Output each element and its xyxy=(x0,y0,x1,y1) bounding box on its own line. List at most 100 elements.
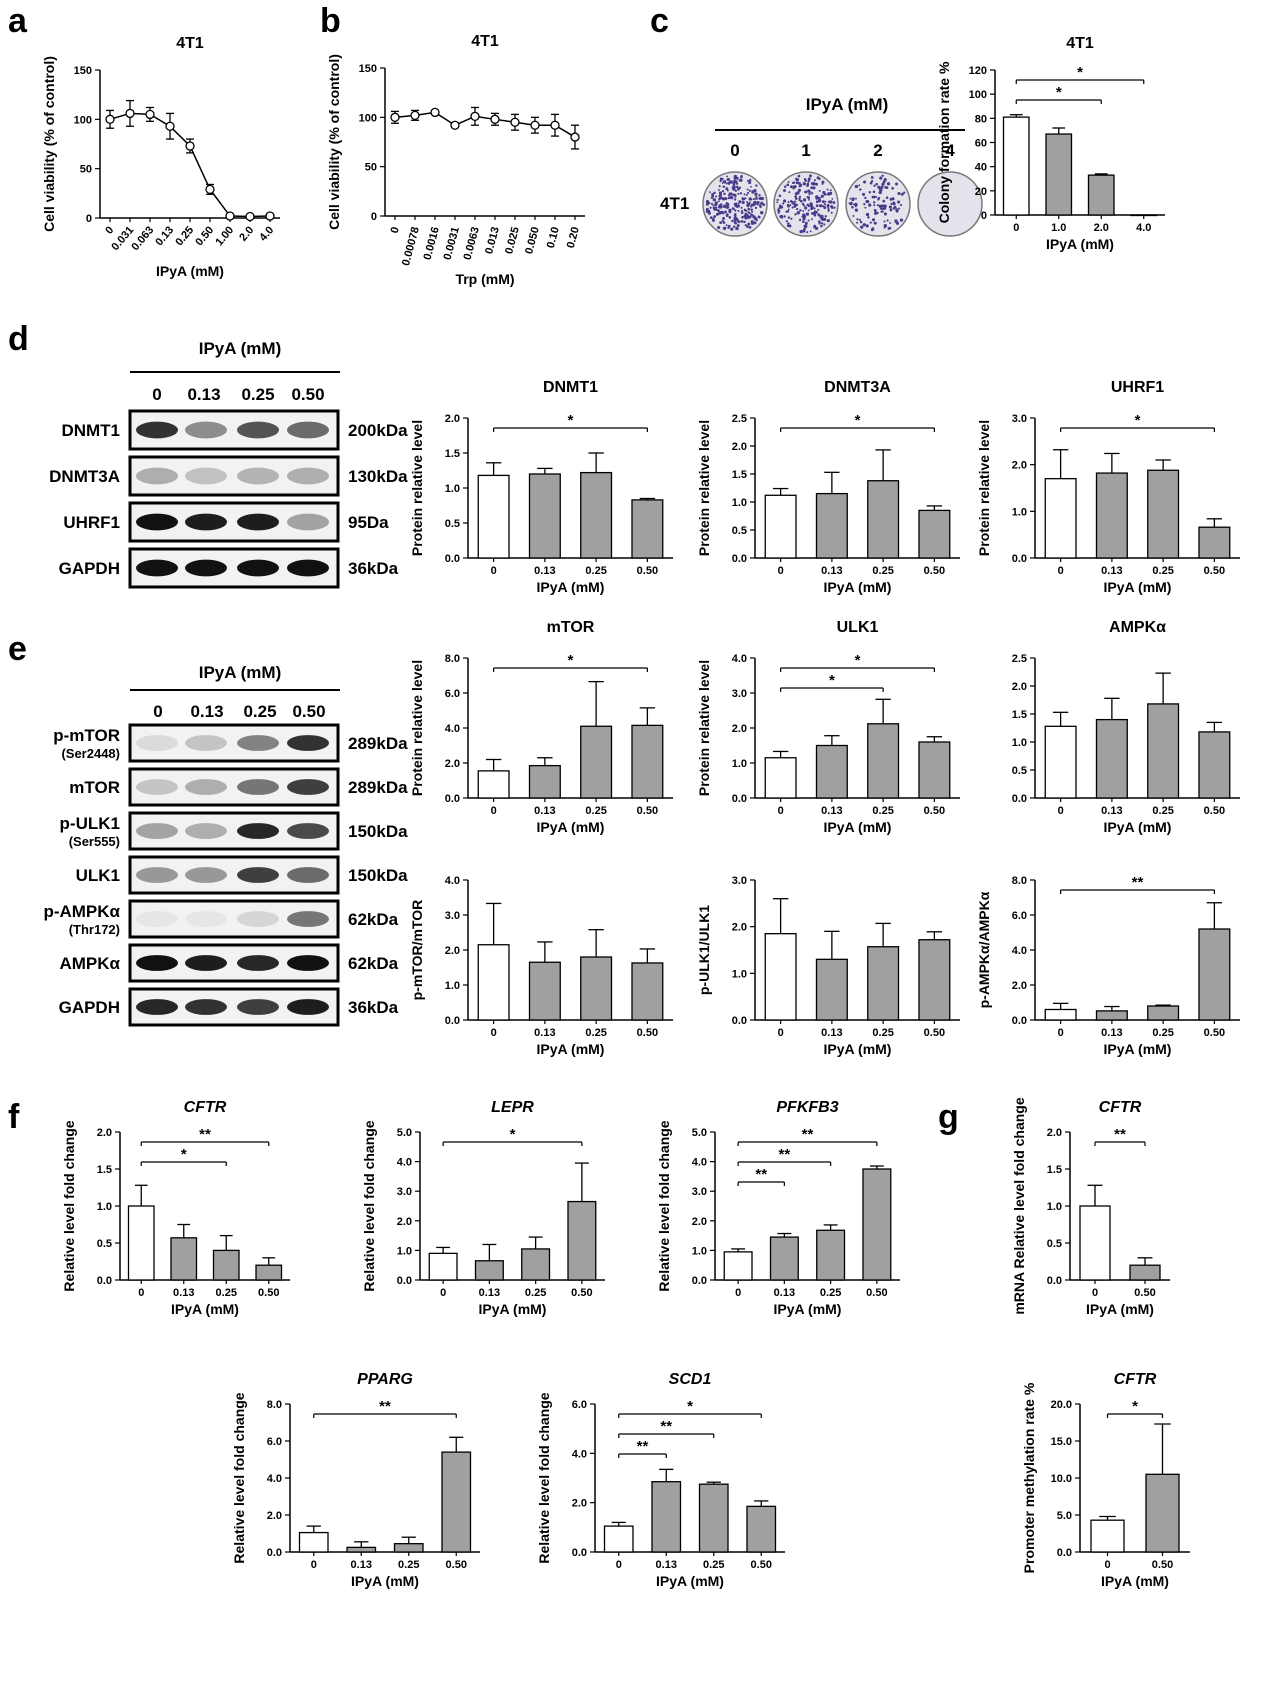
colony-dot xyxy=(851,206,854,209)
bar xyxy=(815,958,848,1021)
colony-dot xyxy=(727,194,730,197)
colony-dot xyxy=(799,199,803,203)
y-axis-label: p-AMPKα/AMPKα xyxy=(976,891,992,1008)
significance-label: ** xyxy=(379,1398,391,1415)
blot-row: ULK1 150kDa xyxy=(76,855,408,895)
x-tick-label: 0 xyxy=(138,1287,144,1299)
y-tick-label: 0.0 xyxy=(1047,1275,1062,1287)
colony-dot xyxy=(736,224,740,227)
y-tick-label: 2.0 xyxy=(445,945,460,957)
colony-dot xyxy=(807,205,810,208)
colony-dot xyxy=(786,183,790,187)
x-axis-label: IPyA (mM) xyxy=(774,1301,842,1317)
chart-f2: 0.0 1.0 2.0 3.0 4.0 5.0 0 0.13 0.25 0.50 * LEPR IPyA… xyxy=(361,1099,605,1317)
y-axis-label: p-ULK1/ULK1 xyxy=(696,905,712,995)
colony-dot xyxy=(745,194,748,196)
blot-band xyxy=(136,867,178,883)
colony-dot xyxy=(872,195,876,199)
colony-dot xyxy=(746,179,749,182)
y-tick-label: 1.5 xyxy=(445,448,460,460)
colony-dot xyxy=(725,205,730,209)
y-tick-label: 0.0 xyxy=(97,1275,112,1287)
colony-dot xyxy=(880,210,883,213)
colony-dot xyxy=(790,217,793,220)
colony-dot xyxy=(727,181,731,185)
colony-dot xyxy=(818,220,821,223)
colony-dot xyxy=(705,207,709,211)
y-axis-label: mRNA Relative level fold change xyxy=(1011,1097,1027,1315)
colony-dot xyxy=(879,176,883,180)
significance-label: * xyxy=(568,412,574,429)
x-tick-label: 0.25 xyxy=(1152,805,1173,817)
y-tick-label: 2.0 xyxy=(572,1498,587,1510)
blot-row: GAPDH 36kDa xyxy=(59,547,399,589)
colony-dot xyxy=(829,189,832,192)
blot-d-dose-1: 0.13 xyxy=(187,385,220,404)
x-tick-label: 0.13 xyxy=(774,1287,795,1299)
blot-protein-label: p-AMPKα xyxy=(43,902,120,921)
colony-dot xyxy=(719,196,722,199)
colony-dot xyxy=(778,204,782,207)
significance-label: * xyxy=(687,1398,693,1415)
colony-dot xyxy=(856,218,859,221)
colony-dot xyxy=(887,226,891,230)
bar xyxy=(1095,1010,1128,1021)
x-tick-label: 0.25 xyxy=(872,1027,893,1039)
significance-label: * xyxy=(855,412,861,429)
colony-plate-panel: IPyA (mM) 0 1 2 4 4T1 xyxy=(660,95,983,237)
significance-label: ** xyxy=(755,1166,767,1183)
colony-dot xyxy=(863,180,867,184)
colony-dot xyxy=(865,199,869,204)
chart-e3: 0.0 0.5 1.0 1.5 2.0 2.5 0 0.13 0.25 0.50 AMPKα IPyA… xyxy=(1012,619,1240,835)
blot-band xyxy=(136,559,178,577)
y-tick-label: 3.0 xyxy=(1012,413,1027,425)
chart-title: CFTR xyxy=(1114,1371,1157,1388)
x-tick-label: 0.50 xyxy=(1152,1559,1173,1571)
y-tick-label: 1.5 xyxy=(1047,1164,1062,1176)
blot-band xyxy=(136,467,178,485)
colony-dot xyxy=(741,201,745,205)
colony-dot xyxy=(821,218,825,222)
colony-dot xyxy=(724,210,727,214)
panel-label-e: e xyxy=(8,630,27,668)
blot-protein-label: p-mTOR xyxy=(53,726,120,745)
colony-dot xyxy=(790,185,793,189)
data-point xyxy=(530,120,540,130)
x-tick-label: 1.00 xyxy=(213,224,236,248)
colony-dot xyxy=(760,211,764,215)
colony-dot xyxy=(715,212,719,216)
colony-dot xyxy=(859,220,863,224)
y-tick-label: 100 xyxy=(359,112,377,124)
colony-dot xyxy=(755,184,758,187)
blot-protein-label: mTOR xyxy=(69,778,120,797)
colony-dot xyxy=(760,201,764,205)
x-tick-label: 0.50 xyxy=(571,1287,592,1299)
y-tick-label: 20 xyxy=(975,186,987,198)
y-tick-label: 2.0 xyxy=(397,1216,412,1228)
colony-dot xyxy=(742,197,746,201)
colony-dot xyxy=(816,176,820,180)
blot-site-label: (Ser555) xyxy=(69,834,120,849)
colony-dot xyxy=(821,180,825,184)
colony-dot xyxy=(757,201,760,204)
y-tick-label: 1.0 xyxy=(732,497,747,509)
y-tick-label: 0 xyxy=(371,211,377,223)
colony-dot xyxy=(750,208,753,211)
x-tick-label: 4.0 xyxy=(1136,222,1151,234)
colony-dot xyxy=(859,188,862,191)
blot-band xyxy=(136,421,178,439)
chart-title: SCD1 xyxy=(669,1371,712,1388)
colony-dot xyxy=(802,217,806,221)
colony-dot xyxy=(737,209,740,212)
colony-dot xyxy=(830,211,833,214)
colony-dot xyxy=(787,180,790,183)
significance-label: * xyxy=(1077,64,1083,81)
bar xyxy=(212,1249,240,1281)
blot-protein-label: DNMT3A xyxy=(49,467,120,486)
bar xyxy=(918,741,951,799)
y-tick-label: 2.0 xyxy=(732,441,747,453)
colony-dot xyxy=(856,221,859,224)
colony-dot xyxy=(780,215,784,219)
bar xyxy=(918,939,951,1021)
